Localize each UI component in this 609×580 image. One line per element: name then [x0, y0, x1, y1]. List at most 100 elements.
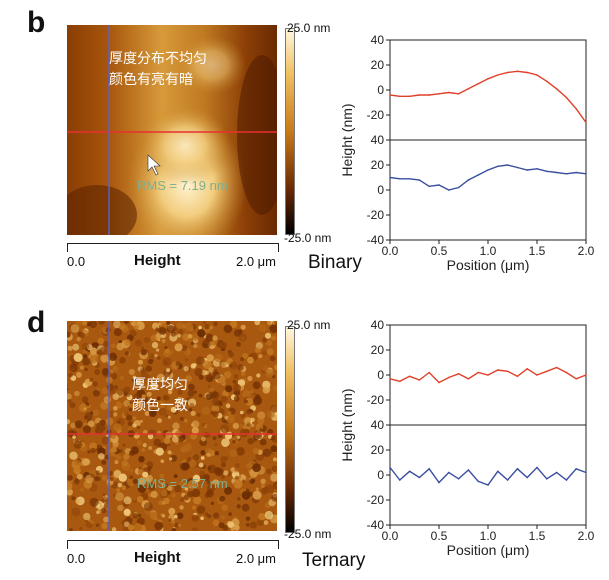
grain-dot — [132, 423, 137, 428]
grain-dot — [229, 361, 238, 370]
grain-dot — [79, 403, 88, 413]
grain-dot — [115, 455, 121, 461]
grain-dot — [262, 380, 271, 389]
grain-dot — [144, 411, 150, 416]
grain-dot — [69, 528, 73, 531]
grain-dot — [119, 357, 126, 364]
grain-dot — [247, 438, 254, 445]
grain-dot — [229, 449, 238, 458]
grain-dot — [211, 398, 220, 406]
profile-point-b-bottom — [448, 189, 450, 191]
grain-dot — [114, 492, 124, 502]
grain-dot — [113, 423, 122, 432]
profile-point-b-top — [408, 95, 411, 98]
profile-point-d-bottom — [487, 484, 489, 486]
colorbar-binary — [285, 28, 295, 235]
grain-dot — [249, 521, 257, 529]
grain-dot — [228, 512, 232, 516]
grain-dot — [259, 438, 267, 446]
annotation-note-ternary: 厚度均匀 颜色一致 — [132, 376, 188, 413]
grain-dot — [167, 450, 172, 455]
grain-dot — [84, 367, 88, 372]
profile-point-d-top — [428, 371, 431, 374]
grain-dot — [132, 478, 138, 485]
grain-dot — [67, 385, 71, 389]
profile-point-d-bottom — [585, 471, 587, 474]
grain-dot — [247, 356, 254, 363]
grain-dot — [244, 399, 248, 404]
profile-point-b-bottom — [585, 173, 587, 175]
grain-dot — [95, 426, 104, 435]
grain-dot — [201, 406, 210, 416]
grain-dot — [148, 409, 157, 417]
grain-dot — [89, 355, 98, 364]
grain-dot — [252, 381, 261, 390]
grain-dot — [90, 473, 95, 478]
profile-point-d-top — [399, 380, 401, 383]
grain-dot — [118, 340, 122, 344]
y-tick-label-b-bottom: 40 — [371, 133, 385, 147]
grain-dot — [257, 411, 266, 420]
scale-start-ternary: 0.0 — [67, 551, 86, 566]
grain-dot — [212, 519, 220, 527]
grain-dot — [241, 491, 251, 500]
grain-dot — [240, 324, 246, 330]
grain-dot — [69, 367, 75, 372]
grain-dot — [177, 523, 182, 527]
grain-dot — [167, 389, 173, 395]
grain-dot — [151, 382, 159, 390]
profile-point-b-bottom — [526, 169, 528, 171]
profile-point-d-bottom — [506, 479, 509, 481]
grain-dot — [67, 393, 72, 400]
colorbar-min-binary: -25.0 nm — [284, 231, 332, 245]
grain-dot — [229, 321, 238, 329]
grain-dot — [147, 483, 156, 491]
grain-dot — [147, 433, 154, 440]
grain-dot — [67, 345, 73, 351]
grain-dot — [111, 343, 116, 349]
profile-point-b-bottom — [565, 173, 568, 175]
grain-dot — [236, 341, 241, 347]
profile-point-d-top — [585, 374, 587, 376]
grain-dot — [247, 375, 253, 382]
grain-dot — [142, 443, 147, 448]
grain-dot — [153, 438, 162, 447]
grain-dot — [266, 410, 275, 419]
y-tick-label-b-top: 0 — [377, 83, 384, 97]
profile-point-d-top — [516, 375, 519, 378]
grain-dot — [169, 349, 174, 355]
x-tick-label-d: 0.0 — [382, 529, 399, 543]
grain-dot — [110, 446, 118, 453]
grain-dot — [135, 379, 142, 385]
profile-point-d-top — [408, 375, 411, 378]
grain-dot — [208, 367, 214, 373]
grain-dot — [212, 335, 218, 341]
grain-dot — [177, 329, 184, 335]
grain-dot — [221, 504, 228, 511]
grain-dot — [166, 325, 175, 334]
grain-dot — [70, 422, 76, 429]
profile-point-d-bottom — [399, 479, 401, 481]
grain-dot — [258, 324, 267, 333]
grain-dot — [149, 358, 154, 363]
grain-dot — [241, 503, 250, 512]
grain-dot — [214, 468, 223, 477]
grain-dot — [82, 425, 91, 434]
grain-dot — [92, 389, 100, 397]
profile-point-d-top — [536, 374, 538, 376]
grain-dot — [187, 333, 193, 339]
scale-start-binary: 0.0 — [67, 254, 86, 269]
grain-dot — [129, 475, 134, 480]
grain-dot — [178, 437, 184, 443]
grain-dot — [225, 414, 235, 424]
grain-dot — [166, 368, 171, 373]
grain-dot — [250, 389, 254, 394]
grain-dot — [139, 419, 143, 423]
profile-point-b-top — [497, 74, 499, 76]
grain-dot — [262, 386, 270, 394]
profile-point-b-bottom — [418, 179, 421, 181]
grain-dot — [184, 358, 189, 362]
grain-dot — [191, 527, 198, 531]
grain-dot — [71, 507, 81, 517]
grain-dot — [177, 389, 183, 395]
